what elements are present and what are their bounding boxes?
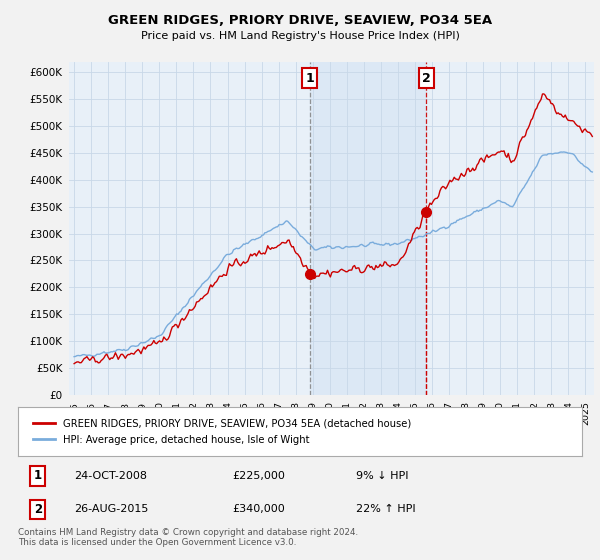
Text: £225,000: £225,000 bbox=[232, 471, 285, 481]
Text: 26-AUG-2015: 26-AUG-2015 bbox=[74, 505, 149, 515]
Text: GREEN RIDGES, PRIORY DRIVE, SEAVIEW, PO34 5EA: GREEN RIDGES, PRIORY DRIVE, SEAVIEW, PO3… bbox=[108, 14, 492, 27]
Text: 1: 1 bbox=[34, 469, 42, 483]
Text: 2: 2 bbox=[422, 72, 430, 85]
Text: 24-OCT-2008: 24-OCT-2008 bbox=[74, 471, 148, 481]
Bar bbox=[310, 62, 426, 395]
Text: £340,000: £340,000 bbox=[232, 505, 285, 515]
Text: 2: 2 bbox=[34, 503, 42, 516]
Text: 22% ↑ HPI: 22% ↑ HPI bbox=[356, 505, 416, 515]
Text: 9% ↓ HPI: 9% ↓ HPI bbox=[356, 471, 409, 481]
Legend: GREEN RIDGES, PRIORY DRIVE, SEAVIEW, PO34 5EA (detached house), HPI: Average pri: GREEN RIDGES, PRIORY DRIVE, SEAVIEW, PO3… bbox=[29, 415, 415, 449]
Text: Contains HM Land Registry data © Crown copyright and database right 2024.
This d: Contains HM Land Registry data © Crown c… bbox=[18, 528, 358, 547]
Text: Price paid vs. HM Land Registry's House Price Index (HPI): Price paid vs. HM Land Registry's House … bbox=[140, 31, 460, 41]
Text: 1: 1 bbox=[305, 72, 314, 85]
